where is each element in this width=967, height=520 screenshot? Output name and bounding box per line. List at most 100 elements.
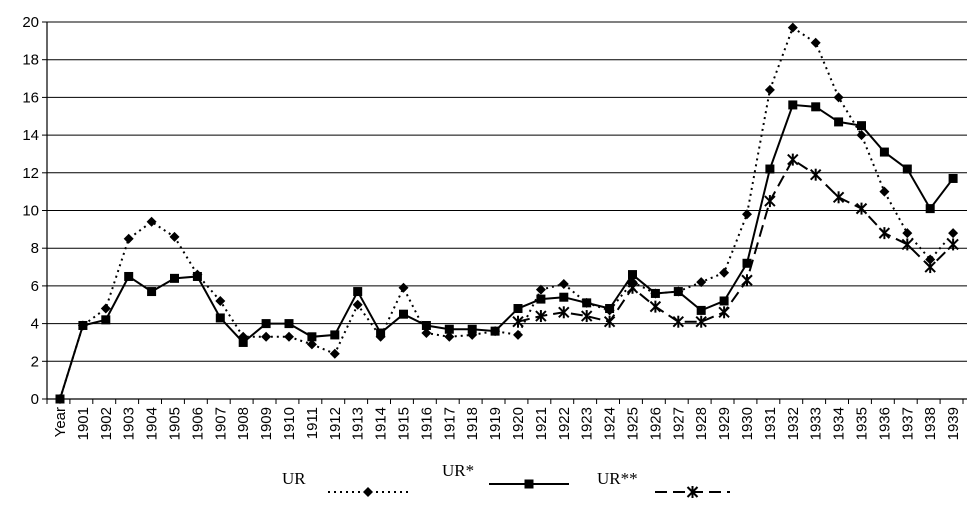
data-point-UR*-1901	[78, 320, 88, 330]
data-point-UR**-1937	[901, 238, 914, 251]
data-point-UR*-1932	[788, 100, 798, 110]
data-point-UR*-1931	[765, 164, 775, 174]
data-point-UR-1936	[879, 186, 890, 197]
data-point-UR*-1906	[192, 271, 202, 281]
data-point-UR*-1924	[605, 304, 615, 314]
data-point-UR-1921	[535, 284, 546, 295]
data-point-UR*-1907	[215, 313, 225, 323]
data-point-UR-1915	[398, 282, 409, 293]
data-point-UR-1938	[925, 254, 936, 265]
data-point-UR*-1905	[170, 273, 179, 283]
legend-item-UR**: UR**	[597, 469, 730, 498]
legend-item-UR*: UR*	[442, 461, 569, 489]
data-point-UR-1922	[558, 279, 569, 290]
legend: UR UR* UR**	[282, 461, 730, 498]
data-point-UR-1913	[352, 299, 363, 310]
series-line-UR*	[59, 103, 954, 400]
x-tick-label-1929: 1929	[716, 407, 733, 440]
data-point-UR*-1914	[376, 328, 386, 338]
x-tick-label-1924: 1924	[602, 407, 619, 440]
y-tick-label-4: 4	[31, 316, 39, 333]
series-UR*	[55, 100, 958, 404]
x-tick-label-1910: 1910	[281, 407, 298, 440]
data-point-UR-1932	[787, 22, 798, 33]
data-point-UR-1911	[306, 339, 317, 350]
data-point-UR*-1920	[513, 304, 523, 314]
x-tick-label-1938: 1938	[922, 407, 939, 440]
data-point-UR-1910	[284, 331, 294, 342]
x-tick-label-1904: 1904	[144, 407, 161, 440]
data-point-UR*-1935	[857, 121, 866, 131]
data-point-UR-1902	[100, 303, 111, 314]
x-tick-label-1901: 1901	[75, 407, 92, 440]
x-tick-label-1913: 1913	[350, 407, 367, 440]
data-point-UR**-1933	[809, 168, 822, 181]
data-point-UR**-1930	[741, 274, 753, 287]
legend-marker-UR**	[686, 486, 699, 498]
data-point-UR*-1919	[490, 326, 500, 336]
data-point-UR-1917	[444, 331, 455, 342]
x-tick-label-1920: 1920	[510, 407, 527, 440]
x-tick-label-1914: 1914	[373, 407, 390, 440]
data-point-UR-1933	[810, 37, 821, 48]
data-point-UR*-1903	[124, 271, 134, 281]
data-point-UR**-1926	[649, 300, 662, 313]
y-tick-label-10: 10	[22, 203, 39, 220]
data-point-UR*-1918	[467, 324, 477, 334]
x-tick-label-1935: 1935	[854, 407, 871, 440]
data-point-UR**-1932	[787, 153, 799, 166]
x-tick-label-1925: 1925	[625, 407, 642, 440]
x-tick-labels: Year 1901 1902 1903 1904 1905 1906 1907 1908 1909…	[52, 407, 962, 440]
data-point-UR-1905	[169, 231, 180, 242]
data-point-UR*-1911	[307, 332, 317, 342]
x-tick-label-1932: 1932	[785, 407, 802, 440]
data-point-UR*-1927	[673, 287, 683, 297]
legend-marker-UR	[363, 487, 373, 497]
series-UR**	[512, 153, 959, 328]
data-point-UR*-1915	[399, 309, 408, 319]
data-point-UR*-1937	[902, 164, 912, 174]
x-tick-label-1903: 1903	[121, 407, 138, 440]
data-point-UR*-1939	[948, 173, 958, 183]
data-point-UR**-1921	[535, 310, 547, 323]
x-tick-label-1937: 1937	[899, 407, 916, 440]
data-point-UR-1907	[215, 295, 226, 306]
data-point-UR-1916	[421, 328, 432, 339]
data-point-UR-1903	[123, 233, 134, 244]
x-tick-label-1930: 1930	[739, 407, 756, 440]
series-lines	[55, 22, 959, 404]
data-point-UR-1934	[833, 92, 844, 103]
legend-label-UR: UR	[282, 469, 306, 488]
data-point-UR-1939	[948, 228, 959, 239]
data-point-UR*-1917	[444, 324, 454, 334]
gridlines	[47, 21, 967, 362]
data-point-UR**-1928	[695, 315, 707, 328]
data-point-UR*-1938	[925, 204, 935, 214]
x-tick-label-1905: 1905	[167, 407, 184, 440]
data-point-UR-1920	[513, 329, 523, 340]
data-point-UR*-1902	[101, 315, 111, 325]
data-point-UR*-1904	[147, 287, 157, 297]
data-point-UR**-1924	[603, 315, 616, 328]
y-tick-label-0: 0	[31, 391, 39, 408]
x-tick-label-1919: 1919	[487, 407, 504, 440]
y-tick-label-14: 14	[22, 127, 39, 144]
data-point-UR**-1929	[718, 306, 730, 319]
x-tick-label-1916: 1916	[418, 407, 435, 440]
data-point-UR*-1922	[559, 292, 569, 302]
x-tick-label-1923: 1923	[579, 407, 596, 440]
x-tick-label-1928: 1928	[693, 407, 710, 440]
data-point-UR*-1912	[330, 330, 340, 340]
data-point-UR**-1923	[580, 310, 593, 323]
data-point-UR**-1938	[924, 261, 936, 274]
data-point-UR*-1910	[284, 319, 294, 329]
x-tick-label-1906: 1906	[189, 407, 206, 440]
x-tick-label-1902: 1902	[98, 407, 115, 440]
data-point-UR-1904	[146, 216, 157, 227]
data-point-UR-1912	[329, 348, 340, 359]
data-point-UR-1937	[902, 228, 913, 239]
data-point-UR*-1929	[719, 296, 729, 306]
data-point-UR-1928	[696, 277, 707, 288]
x-tick-label-1934: 1934	[831, 407, 848, 440]
